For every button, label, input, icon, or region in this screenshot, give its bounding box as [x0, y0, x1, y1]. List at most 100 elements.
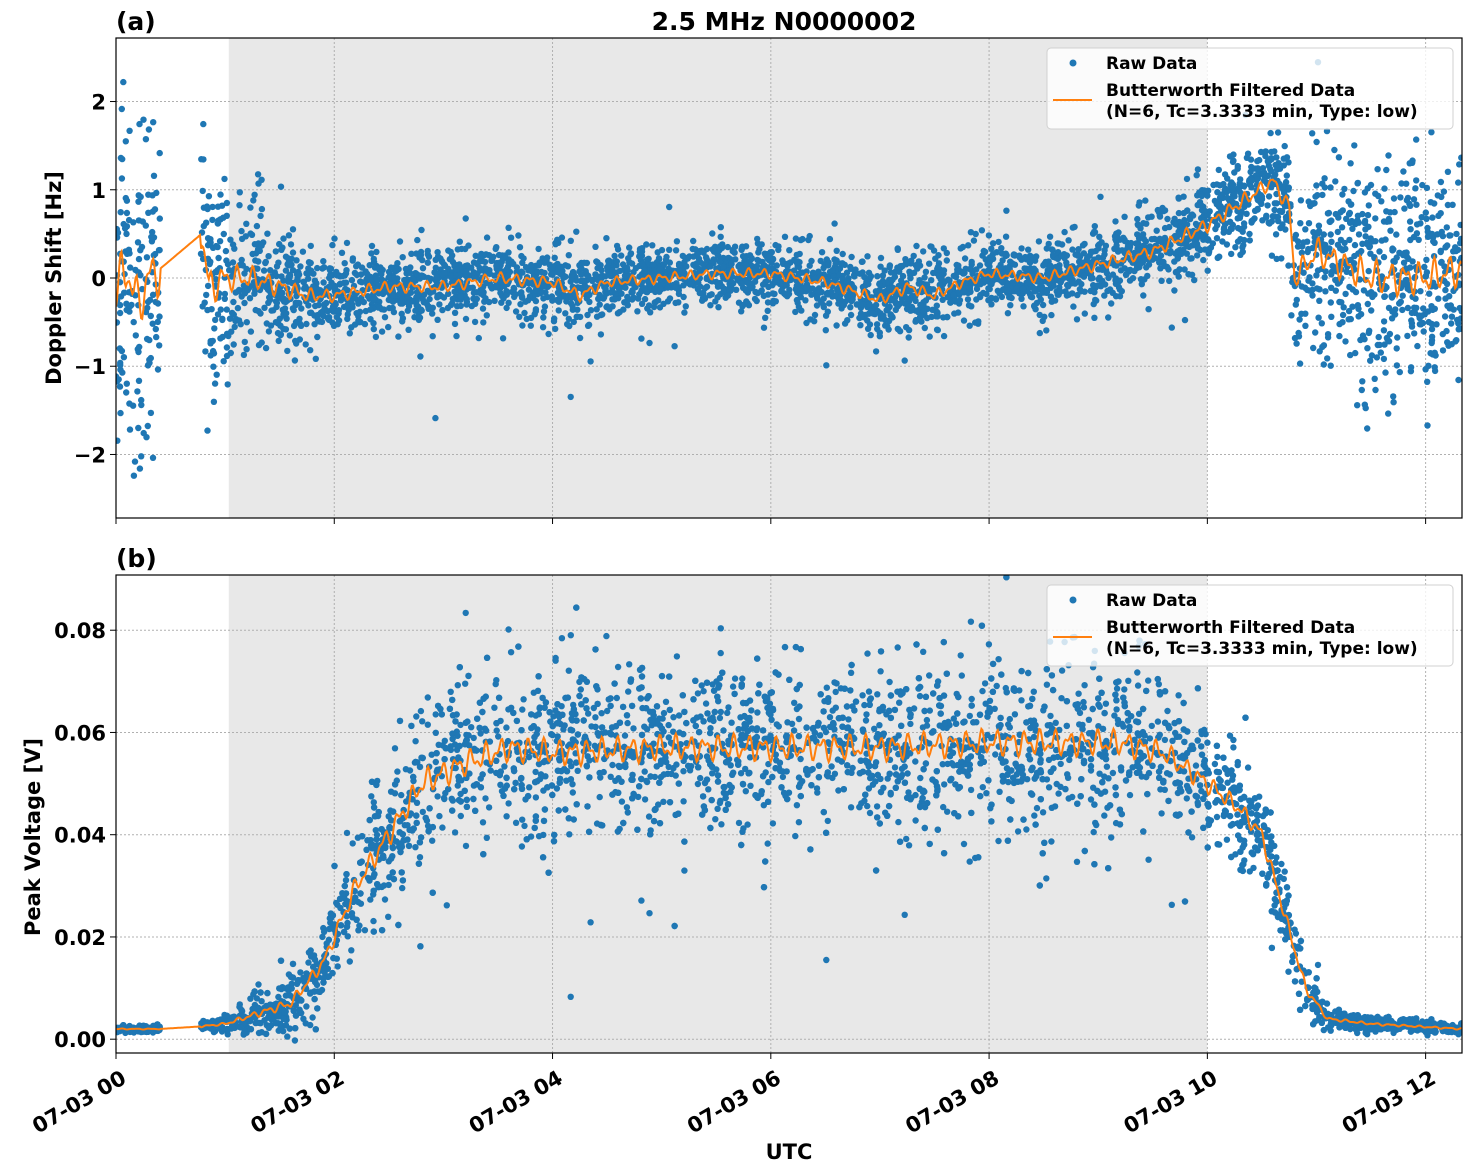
raw-data-point — [283, 299, 289, 305]
raw-data-point — [1044, 245, 1050, 251]
raw-data-point — [1419, 182, 1425, 188]
raw-data-point — [823, 327, 829, 333]
raw-data-point — [851, 273, 857, 279]
raw-data-point — [1224, 188, 1230, 194]
raw-data-point — [152, 251, 158, 257]
raw-data-point — [292, 338, 298, 344]
raw-data-point — [697, 260, 703, 266]
raw-data-point — [1070, 303, 1076, 309]
raw-data-point — [307, 347, 313, 353]
raw-data-point — [1105, 314, 1111, 320]
raw-data-point — [1028, 294, 1034, 300]
raw-data-point — [597, 293, 603, 299]
raw-data-point — [1297, 360, 1303, 366]
raw-data-point — [825, 261, 831, 267]
raw-data-point — [1309, 130, 1315, 136]
raw-data-point — [400, 315, 406, 321]
raw-data-point — [647, 309, 653, 315]
raw-data-point — [136, 256, 142, 262]
raw-data-point — [144, 254, 150, 260]
raw-data-point — [217, 238, 223, 244]
raw-data-point — [1438, 231, 1444, 237]
raw-data-point — [1319, 181, 1325, 187]
raw-data-point — [1145, 306, 1151, 312]
raw-data-point — [1136, 235, 1142, 241]
raw-data-point — [117, 345, 123, 351]
raw-data-point — [344, 240, 350, 246]
raw-data-point — [674, 238, 680, 244]
raw-data-point — [1066, 276, 1072, 282]
raw-data-point — [224, 344, 230, 350]
raw-data-point — [503, 305, 509, 311]
raw-data-point — [961, 841, 967, 847]
raw-data-point — [145, 299, 151, 305]
raw-data-point — [848, 254, 854, 260]
raw-data-point — [247, 295, 253, 301]
raw-data-point — [671, 343, 677, 349]
raw-data-point — [1111, 246, 1117, 252]
raw-data-point — [143, 136, 149, 142]
raw-data-point — [1400, 168, 1406, 174]
raw-data-point — [505, 249, 511, 255]
raw-data-point — [667, 295, 673, 301]
raw-data-point — [1071, 224, 1077, 230]
raw-data-point — [858, 314, 864, 320]
raw-data-point — [1263, 213, 1269, 219]
raw-data-point — [658, 286, 664, 292]
raw-data-point — [344, 302, 350, 308]
raw-data-point — [552, 326, 558, 332]
raw-data-point — [1122, 238, 1128, 244]
raw-data-point — [1241, 183, 1247, 189]
raw-data-point — [296, 316, 302, 322]
raw-data-point — [367, 307, 373, 313]
raw-data-point — [1025, 247, 1031, 253]
raw-data-point — [944, 257, 950, 263]
raw-data-point — [940, 297, 946, 303]
raw-data-point — [1347, 210, 1353, 216]
raw-data-point — [626, 244, 632, 250]
raw-data-point — [198, 156, 204, 162]
raw-data-point — [249, 251, 255, 257]
raw-data-point — [370, 296, 376, 302]
raw-data-point — [220, 215, 226, 221]
raw-data-point — [665, 265, 671, 271]
raw-data-point — [551, 318, 557, 324]
raw-data-point — [298, 305, 304, 311]
raw-data-point — [938, 276, 944, 282]
raw-data-point — [663, 699, 669, 705]
raw-data-point — [659, 247, 665, 253]
raw-data-point — [1328, 363, 1334, 369]
raw-data-point — [1412, 185, 1418, 191]
raw-data-point — [728, 261, 734, 267]
raw-data-point — [1264, 202, 1270, 208]
raw-data-point — [831, 220, 837, 226]
raw-data-point — [950, 292, 956, 298]
raw-data-point — [1158, 278, 1164, 284]
raw-data-point — [874, 321, 880, 327]
raw-data-point — [1397, 194, 1403, 200]
raw-data-point — [152, 206, 158, 212]
raw-data-point — [912, 758, 918, 764]
raw-data-point — [362, 321, 368, 327]
raw-data-point — [1034, 300, 1040, 306]
raw-data-point — [1066, 292, 1072, 298]
raw-data-point — [911, 270, 917, 276]
raw-data-point — [329, 242, 335, 248]
raw-data-point — [1271, 148, 1277, 154]
raw-data-point — [528, 315, 534, 321]
raw-data-point — [666, 247, 672, 253]
raw-data-point — [1453, 231, 1459, 237]
raw-data-point — [1241, 237, 1247, 243]
raw-data-point — [433, 759, 439, 765]
raw-data-point — [1328, 231, 1334, 237]
raw-data-point — [1157, 213, 1163, 219]
raw-data-point — [1155, 207, 1161, 213]
raw-data-point — [1118, 267, 1124, 273]
raw-data-point — [263, 259, 269, 265]
raw-data-point — [641, 268, 647, 274]
raw-data-point — [471, 269, 477, 275]
raw-data-point — [1099, 266, 1105, 272]
raw-data-point — [1016, 253, 1022, 259]
raw-data-point — [1414, 230, 1420, 236]
